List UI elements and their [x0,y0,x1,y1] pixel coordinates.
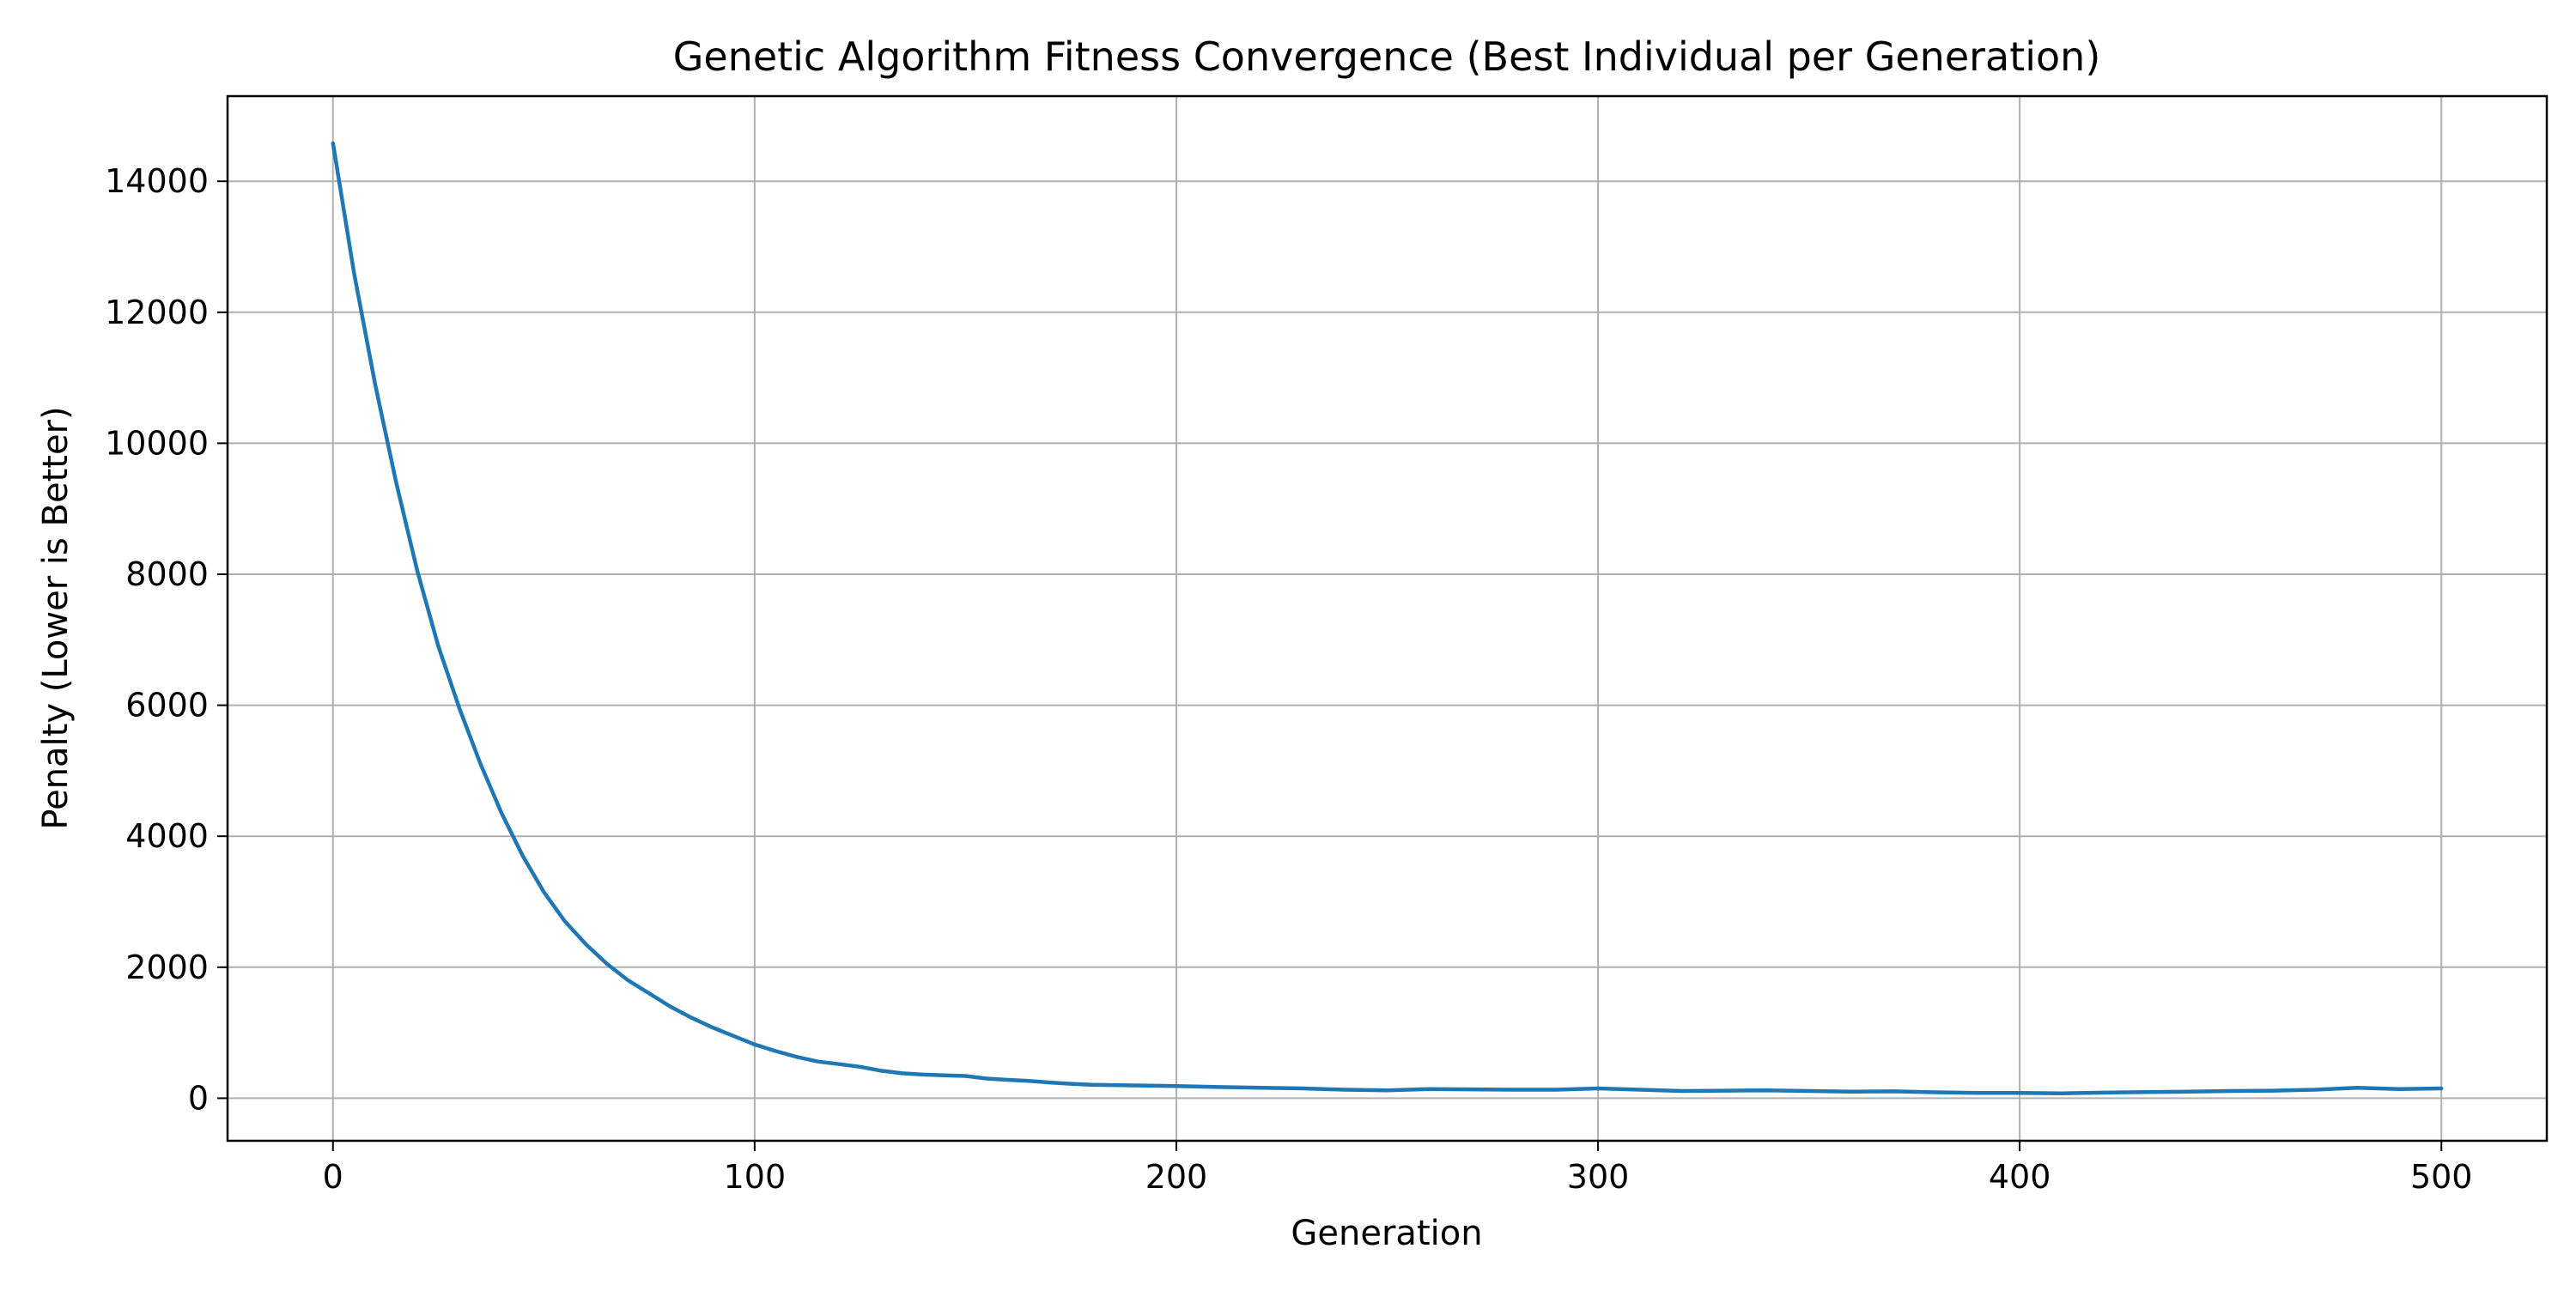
y-tick-label: 6000 [125,687,209,724]
x-tick-label: 200 [1145,1158,1208,1196]
y-tick-label: 10000 [105,424,209,462]
chart-title: Genetic Algorithm Fitness Convergence (B… [673,33,2101,80]
y-tick-label: 12000 [105,294,209,331]
y-tick-label: 14000 [105,162,209,200]
y-tick-label: 4000 [125,817,209,855]
series-layer [331,141,2444,1095]
x-tick-label: 500 [2410,1158,2473,1196]
y-axis-ticks: 0 2000 4000 6000 8000 10000 12000 14000 [105,162,228,1117]
series-line-0 [331,141,2444,1095]
y-tick-label: 0 [188,1079,209,1117]
y-axis-label: Penalty (Lower is Better) [36,406,76,829]
x-axis-label: Generation [1291,1214,1482,1253]
x-tick-label: 400 [1989,1158,2051,1196]
x-tick-label: 300 [1567,1158,1630,1196]
x-axis-ticks: 0 100 200 300 400 500 [323,1141,2473,1196]
y-tick-label: 8000 [125,555,209,593]
y-tick-label: 2000 [125,949,209,986]
x-tick-label: 100 [724,1158,787,1196]
grid-lines [228,96,2547,1141]
x-tick-label: 0 [323,1158,343,1196]
plot-area-frame [226,94,2549,1143]
